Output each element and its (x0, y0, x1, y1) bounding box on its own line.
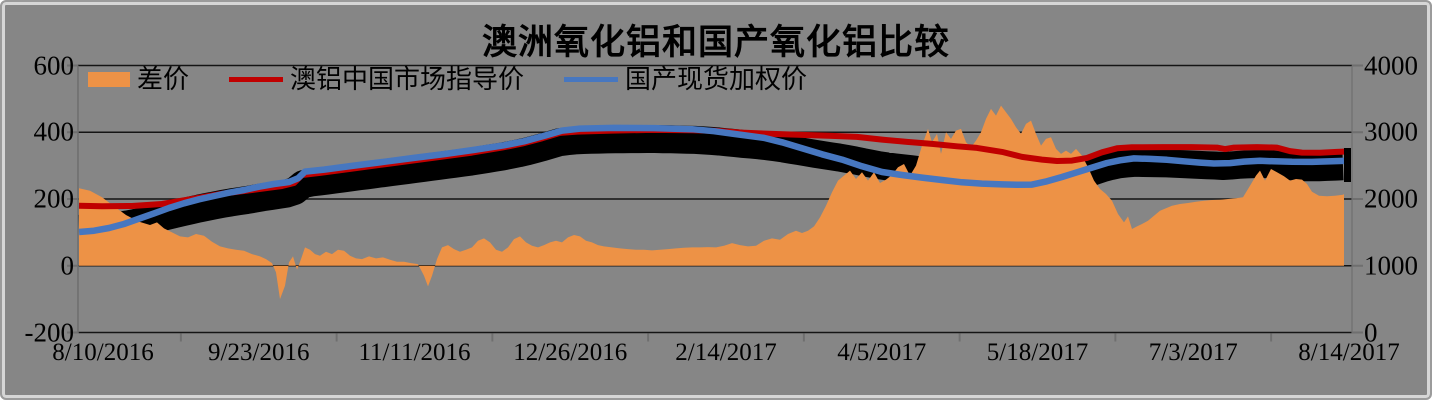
y-right-tick-label: 2000 (1364, 183, 1418, 214)
y-right-tick-label: 3000 (1364, 116, 1418, 147)
legend-label-domestic-spot-price: 国产现货加权价 (625, 64, 808, 94)
y-right-tick-label: 0 (1364, 317, 1378, 347)
legend-item-aus-guidance-price: 澳铝中国市场指导价 (229, 66, 524, 92)
x-date-label: 2/14/2017 (675, 339, 777, 366)
legend-label-aus-guidance-price: 澳铝中国市场指导价 (290, 64, 525, 94)
y-right-tick-label: 1000 (1364, 250, 1418, 281)
legend-label-diff: 差价 (137, 64, 190, 94)
x-date-label: 11/11/2016 (358, 339, 471, 366)
y-right-tick-label: 4000 (1364, 50, 1418, 80)
x-date-label: 5/18/2017 (986, 339, 1089, 366)
y-left-tick-label: 600 (33, 50, 75, 80)
series-end-cap (1344, 148, 1351, 182)
legend-item-domestic-spot-price: 国产现货加权价 (564, 66, 807, 92)
y-left-tick-label: 400 (33, 116, 75, 147)
red-line-swatch-icon (229, 76, 284, 82)
y-left-tick-label: -200 (24, 317, 75, 347)
legend: 差价 澳铝中国市场指导价 国产现货加权价 (88, 66, 847, 92)
chart-title: 澳洲氧化铝和国产氧化铝比较 (481, 23, 950, 62)
blue-line-swatch-icon (564, 76, 619, 82)
x-date-label: 9/23/2016 (208, 339, 310, 366)
x-date-label: 4/5/2017 (837, 339, 927, 366)
x-date-label: 8/10/2016 (52, 339, 154, 366)
domestic-price-line-series (78, 124, 1348, 236)
y-left-tick-label: 200 (33, 183, 75, 214)
x-date-label: 8/14/2017 (1298, 339, 1400, 366)
x-date-label: 12/26/2016 (513, 339, 628, 366)
legend-item-diff: 差价 (88, 66, 189, 92)
line-shadow-band (73, 125, 1349, 243)
y-left-tick-label: 0 (60, 250, 75, 281)
x-date-label: 7/3/2017 (1148, 339, 1238, 366)
diff-area-series (79, 105, 1344, 300)
area-swatch-icon (88, 71, 130, 87)
